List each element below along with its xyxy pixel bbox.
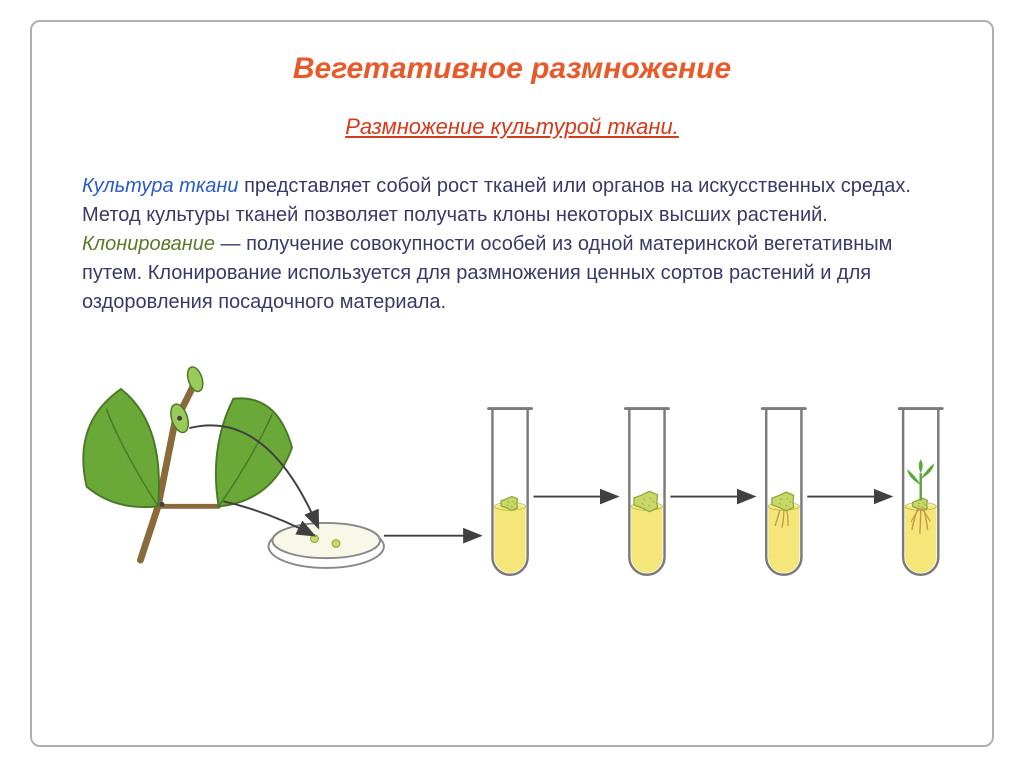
slide-frame: Вегетативное размножение Размножение кул…: [30, 20, 994, 747]
tissue-culture-diagram: [72, 347, 952, 607]
slide-subtitle: Размножение культурой ткани.: [72, 114, 952, 140]
term-culture: Культура ткани: [82, 175, 239, 197]
body-paragraph: Культура ткани представляет собой рост т…: [82, 172, 942, 317]
slide-title: Вегетативное размножение: [72, 52, 952, 86]
term-cloning: Клонирование: [82, 233, 215, 255]
